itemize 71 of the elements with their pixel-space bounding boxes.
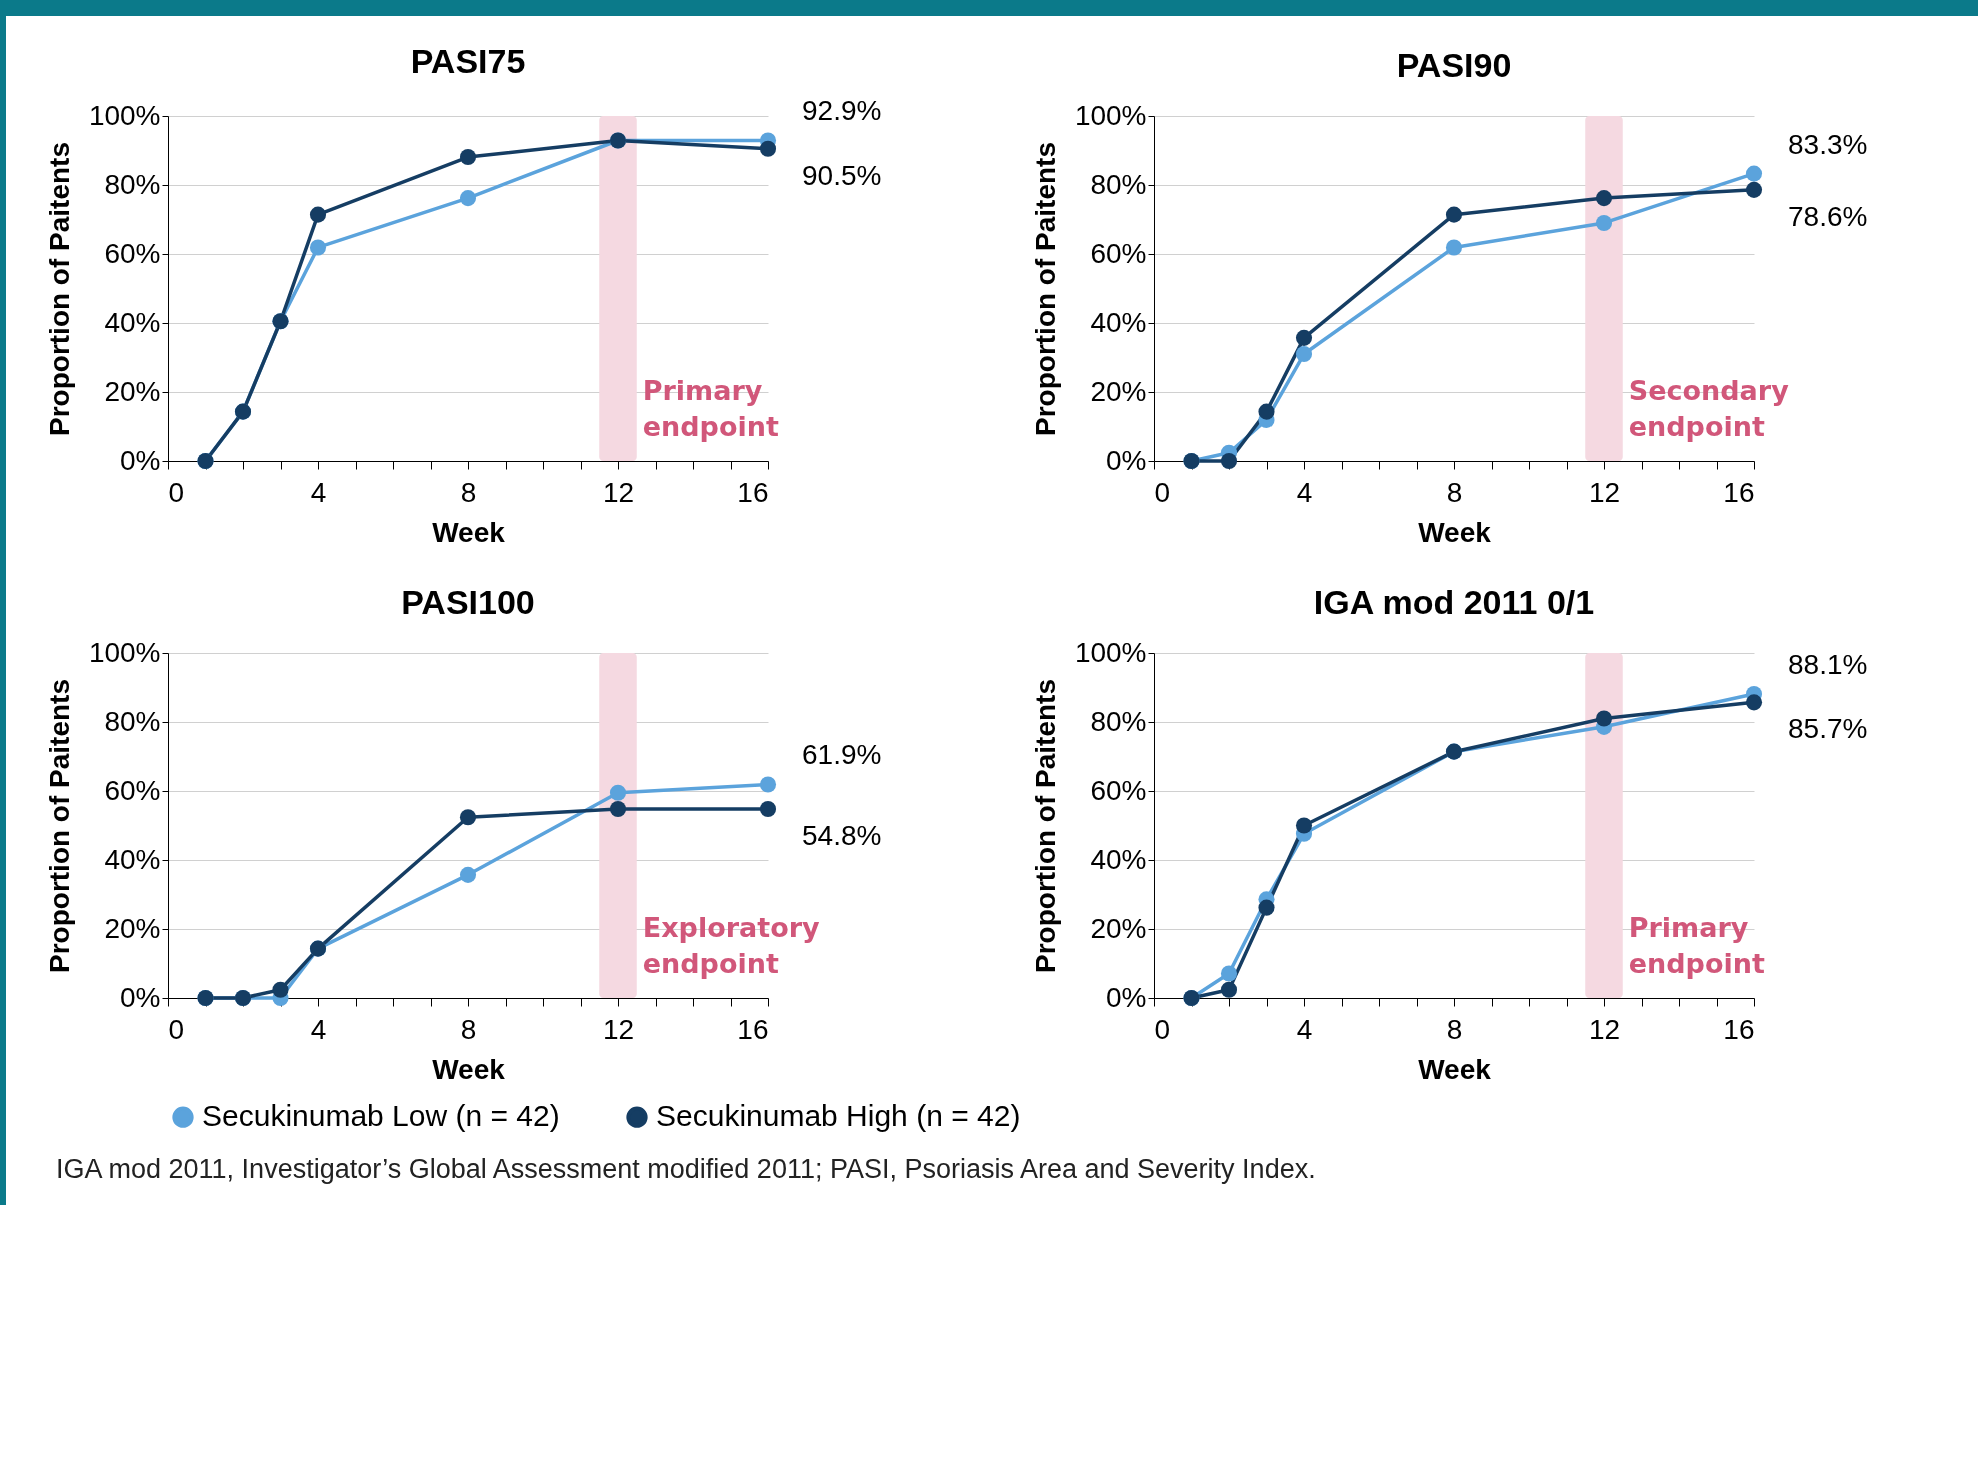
- y-axis-title: Proportion of Paitents: [1029, 142, 1061, 436]
- data-label: 61.9%: [802, 739, 882, 771]
- y-tick-label: 40%: [104, 843, 161, 875]
- x-axis-title: Week: [432, 516, 506, 548]
- y-tick-label: 80%: [1090, 168, 1147, 200]
- band-label: Secondary endpoint: [1628, 375, 1790, 442]
- data-label: 54.8%: [802, 819, 882, 851]
- y-tick-label: 80%: [104, 705, 161, 737]
- data-label: 90.5%: [802, 159, 882, 191]
- x-tick-label: 8: [1446, 1013, 1463, 1045]
- y-tick-label: 60%: [1090, 774, 1147, 806]
- y-tick-label: 0%: [1106, 981, 1147, 1013]
- data-label: 83.3%: [1788, 128, 1868, 160]
- x-tick-label: 0: [168, 476, 185, 508]
- x-tick-label: 4: [1296, 1013, 1313, 1045]
- data-label: 85.7%: [1788, 713, 1868, 745]
- x-axis-title: Week: [432, 1053, 506, 1085]
- y-tick-label: 60%: [104, 774, 161, 806]
- x-tick-label: 16: [1723, 1013, 1755, 1045]
- x-tick-label: 4: [310, 476, 327, 508]
- y-tick-label: 100%: [1074, 636, 1147, 668]
- y-tick-label: 40%: [104, 306, 161, 338]
- x-tick-label: 8: [460, 1013, 477, 1045]
- y-axis-title: Proportion of Paitents: [1029, 679, 1061, 973]
- band-label: Exploratory endpoint: [642, 912, 821, 979]
- y-tick-label: 0%: [120, 444, 161, 476]
- y-tick-label: 60%: [1090, 237, 1147, 269]
- x-tick-label: 16: [1723, 476, 1755, 508]
- chart-title: IGA mod 2011 0/1: [1313, 583, 1595, 621]
- y-tick-label: 80%: [104, 168, 161, 200]
- chart-title: PASI75: [410, 42, 526, 81]
- legend-label: Secukinumab High (n = 42): [656, 1099, 1021, 1133]
- x-tick-label: 12: [602, 1013, 635, 1045]
- y-tick-label: 20%: [104, 912, 161, 944]
- chart-title: PASI90: [1396, 46, 1512, 84]
- data-label: 78.6%: [1788, 200, 1868, 232]
- y-axis-title: Proportion of Paitents: [43, 142, 75, 436]
- y-tick-label: 0%: [1106, 444, 1147, 476]
- data-label: 92.9%: [802, 95, 882, 127]
- x-tick-label: 4: [310, 1013, 327, 1045]
- x-tick-label: 8: [1446, 476, 1463, 508]
- y-tick-label: 20%: [1090, 375, 1147, 407]
- x-tick-label: 16: [737, 1013, 769, 1045]
- x-axis-title: Week: [1418, 1053, 1492, 1085]
- y-tick-label: 100%: [88, 636, 161, 668]
- y-tick-label: 20%: [1090, 912, 1147, 944]
- band-label: Primary endpoint: [642, 375, 779, 442]
- y-tick-label: 20%: [104, 375, 161, 407]
- x-tick-label: 4: [1296, 476, 1313, 508]
- y-tick-label: 60%: [104, 237, 161, 269]
- x-tick-label: 0: [168, 1013, 185, 1045]
- y-tick-label: 100%: [1074, 99, 1147, 131]
- chart-title: PASI100: [401, 583, 535, 621]
- y-tick-label: 0%: [120, 981, 161, 1013]
- x-axis-title: Week: [1418, 516, 1492, 548]
- x-tick-label: 16: [737, 476, 769, 508]
- x-tick-label: 0: [1154, 1013, 1171, 1045]
- text: IGA mod 2011, Investigator’s Global Assessment modified 2011; PASI, Psoriasis Area and Severity Index.: [56, 1154, 1317, 1185]
- x-tick-label: 0: [1154, 476, 1171, 508]
- y-axis-title: Proportion of Paitents: [43, 679, 75, 973]
- y-tick-label: 40%: [1090, 843, 1147, 875]
- legend-label: Secukinumab Low (n = 42): [202, 1099, 560, 1133]
- x-tick-label: 12: [602, 476, 635, 508]
- data-label: 88.1%: [1788, 649, 1868, 681]
- y-tick-label: 100%: [88, 99, 161, 131]
- y-tick-label: 80%: [1090, 705, 1147, 737]
- band-label: Primary endpoint: [1628, 912, 1765, 979]
- x-tick-label: 12: [1588, 476, 1621, 508]
- x-tick-label: 8: [460, 476, 477, 508]
- y-tick-label: 40%: [1090, 306, 1147, 338]
- x-tick-label: 12: [1588, 1013, 1621, 1045]
